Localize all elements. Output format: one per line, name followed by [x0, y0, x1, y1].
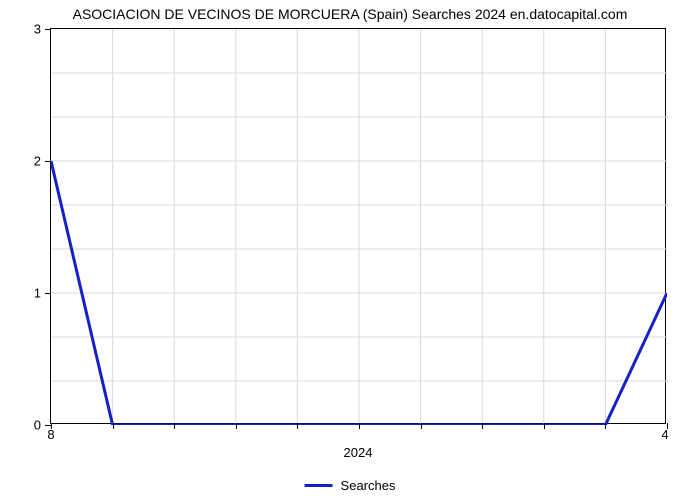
x-axis-year-label: 2024: [344, 445, 373, 460]
x-tick-mark: [174, 423, 175, 429]
x-tick-label-right: 4: [661, 427, 668, 442]
x-tick-mark: [667, 423, 668, 429]
x-tick-mark: [605, 423, 606, 429]
chart-svg: [51, 29, 667, 425]
y-tick-label: 0: [34, 418, 41, 433]
y-tick-mark: [45, 161, 51, 162]
chart-container: ASOCIACION DE VECINOS DE MORCUERA (Spain…: [0, 0, 700, 500]
x-tick-mark: [113, 423, 114, 429]
chart-title: ASOCIACION DE VECINOS DE MORCUERA (Spain…: [0, 6, 700, 22]
y-tick-label: 2: [34, 154, 41, 169]
plot-area: 0 1 2 3 8 4 2024: [50, 28, 666, 424]
x-tick-mark: [421, 423, 422, 429]
legend-swatch: [305, 484, 333, 487]
x-tick-mark: [482, 423, 483, 429]
x-tick-mark: [544, 423, 545, 429]
legend: Searches: [305, 478, 396, 493]
legend-label: Searches: [341, 478, 396, 493]
y-tick-mark: [45, 29, 51, 30]
y-tick-label: 1: [34, 286, 41, 301]
x-tick-mark: [51, 423, 52, 429]
x-tick-label-left: 8: [47, 427, 54, 442]
x-tick-mark: [297, 423, 298, 429]
x-tick-mark: [236, 423, 237, 429]
y-tick-label: 3: [34, 22, 41, 37]
y-tick-mark: [45, 293, 51, 294]
x-tick-mark: [359, 423, 360, 429]
